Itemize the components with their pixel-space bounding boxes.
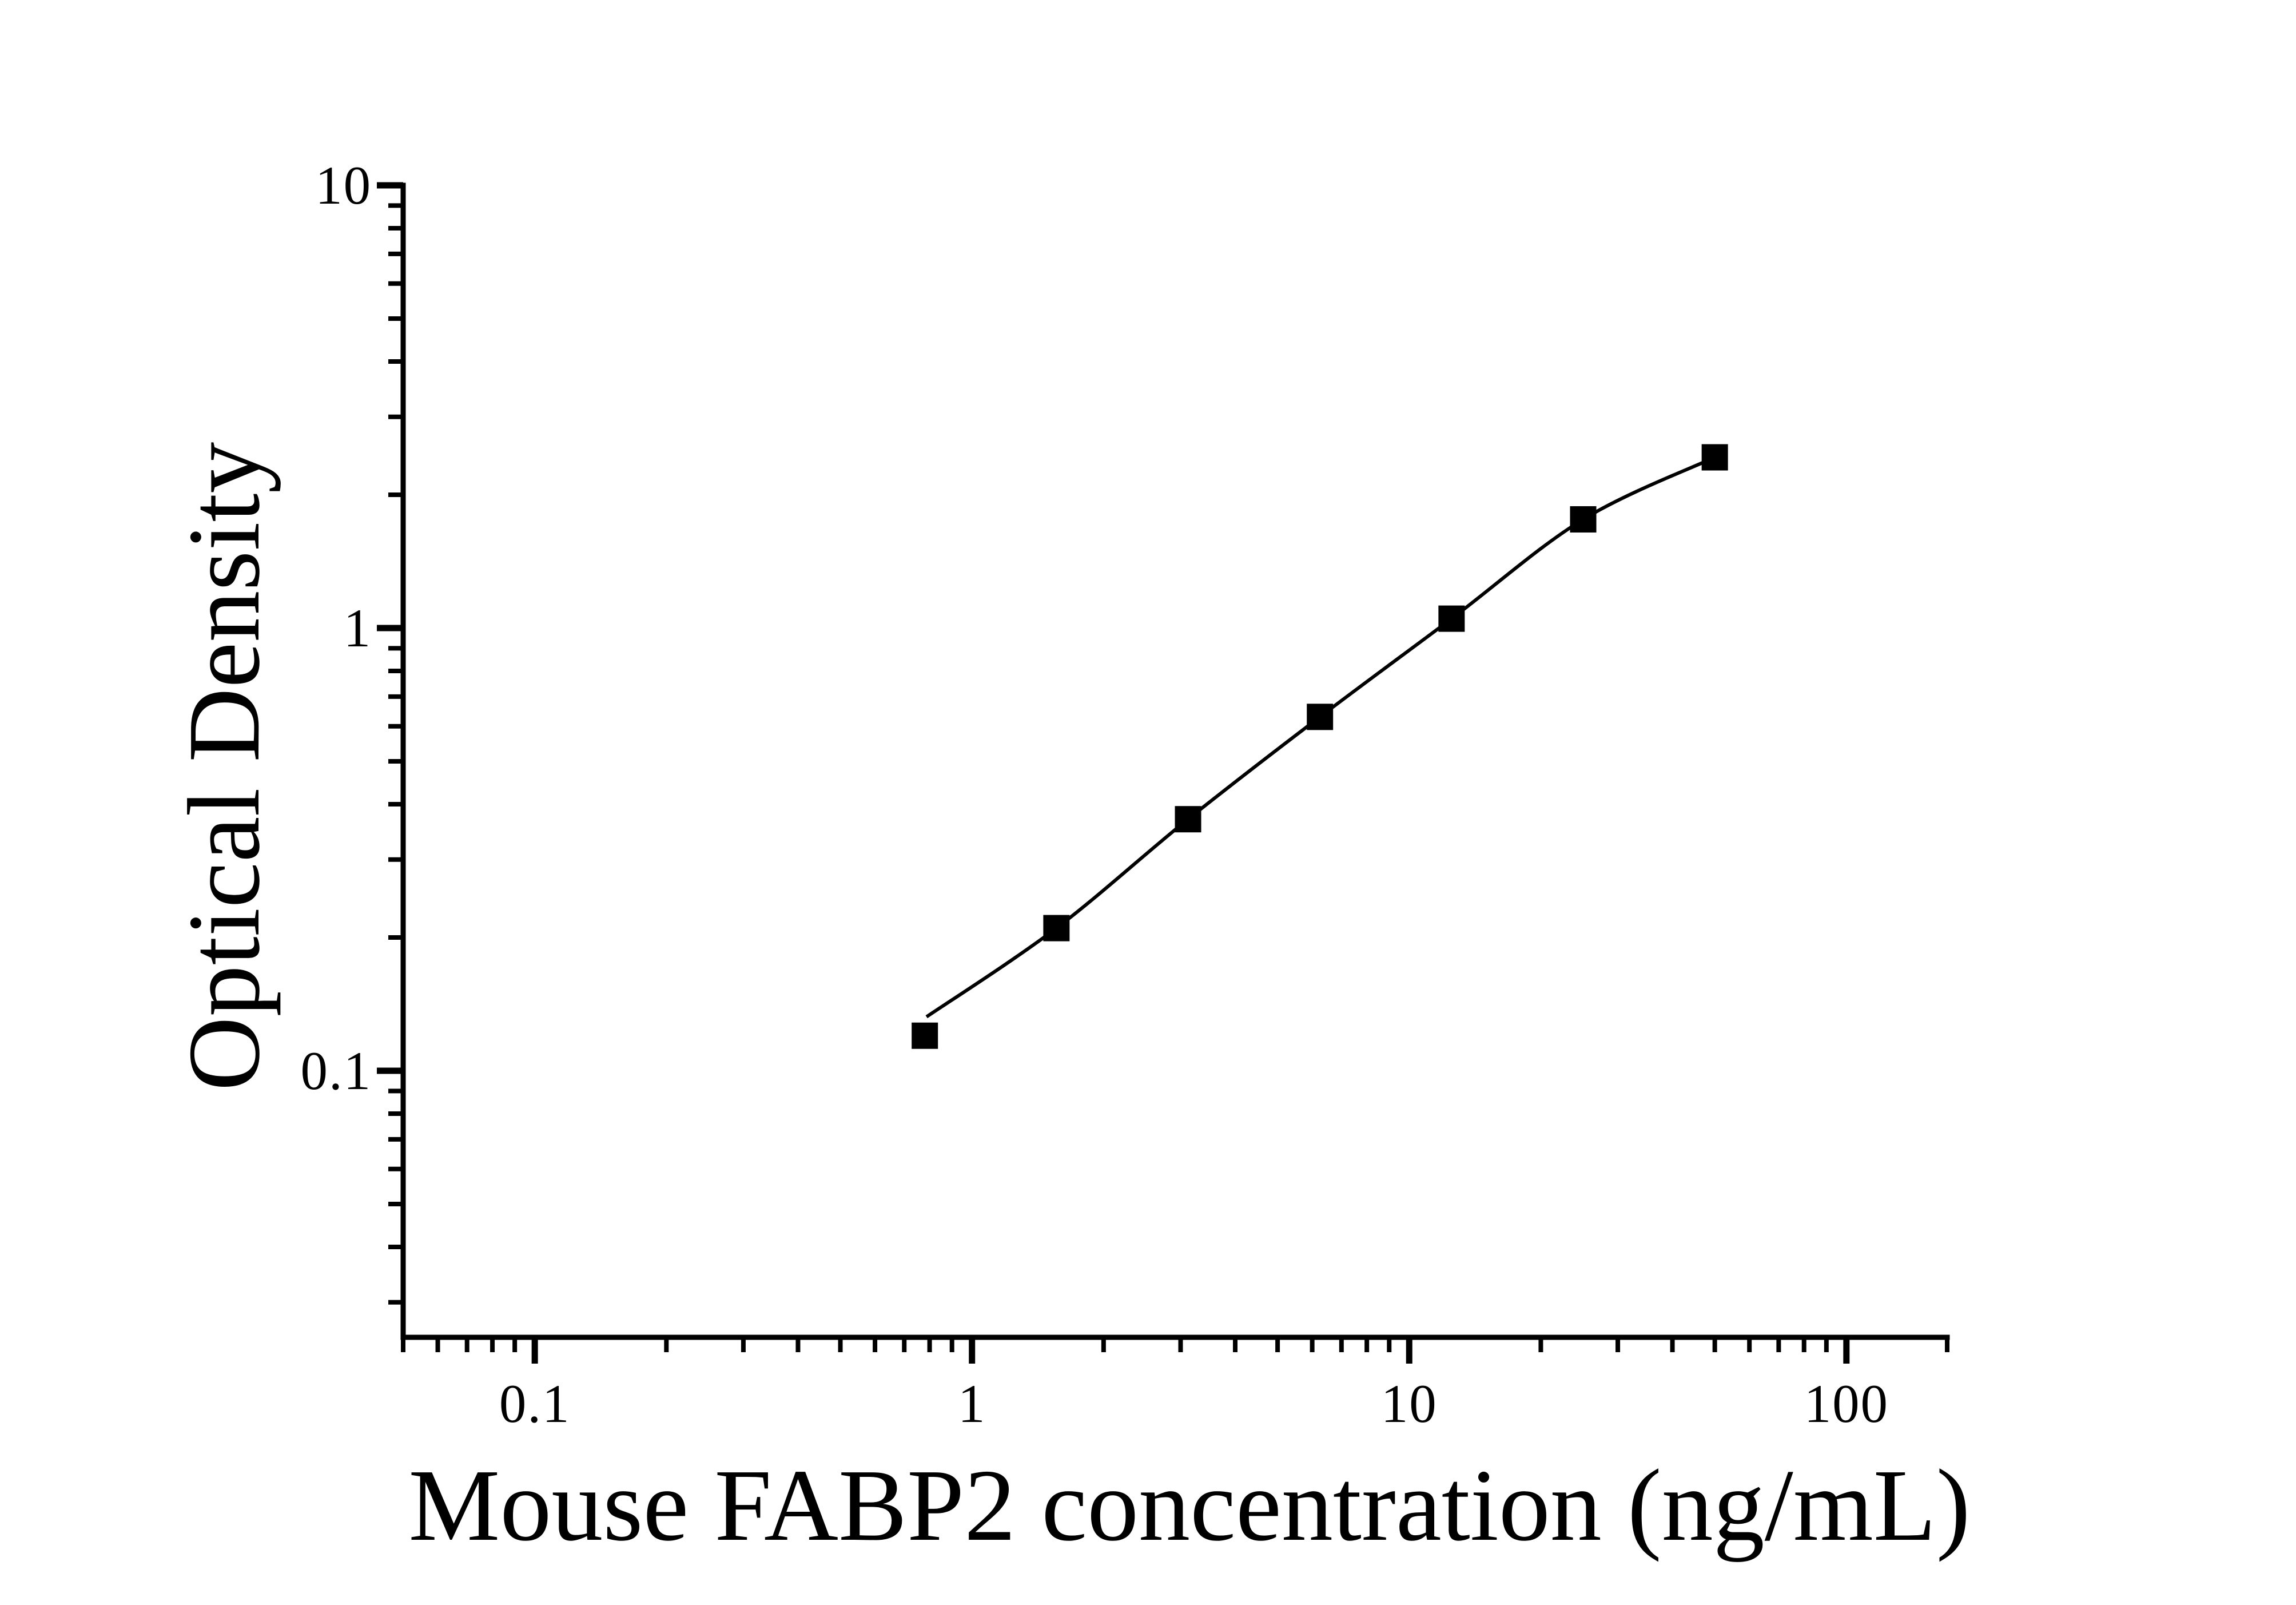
y-tick-label: 1 <box>344 598 372 658</box>
y-tick-label: 0.1 <box>301 1040 372 1101</box>
x-tick-label: 10 <box>1381 1373 1438 1434</box>
plot-area: 0.1 1 10 100 0.1 1 10 <box>301 155 1950 1434</box>
x-tick-label: 1 <box>958 1373 986 1434</box>
y-tick-label: 10 <box>315 155 372 216</box>
data-point-marker <box>1570 506 1597 533</box>
data-point-marker <box>1175 806 1201 833</box>
data-point-marker <box>1438 605 1465 632</box>
x-tick-label: 100 <box>1804 1373 1889 1434</box>
x-axis-title: Mouse FABP2 concentration (ng/mL) <box>408 1448 1970 1562</box>
x-tick-label: 0.1 <box>499 1373 570 1434</box>
y-axis-title: Optical Density <box>167 442 281 1091</box>
data-point-marker <box>1043 915 1070 941</box>
data-point-marker <box>912 1022 938 1049</box>
data-point-marker <box>1701 444 1728 471</box>
data-point-marker <box>1307 704 1334 730</box>
